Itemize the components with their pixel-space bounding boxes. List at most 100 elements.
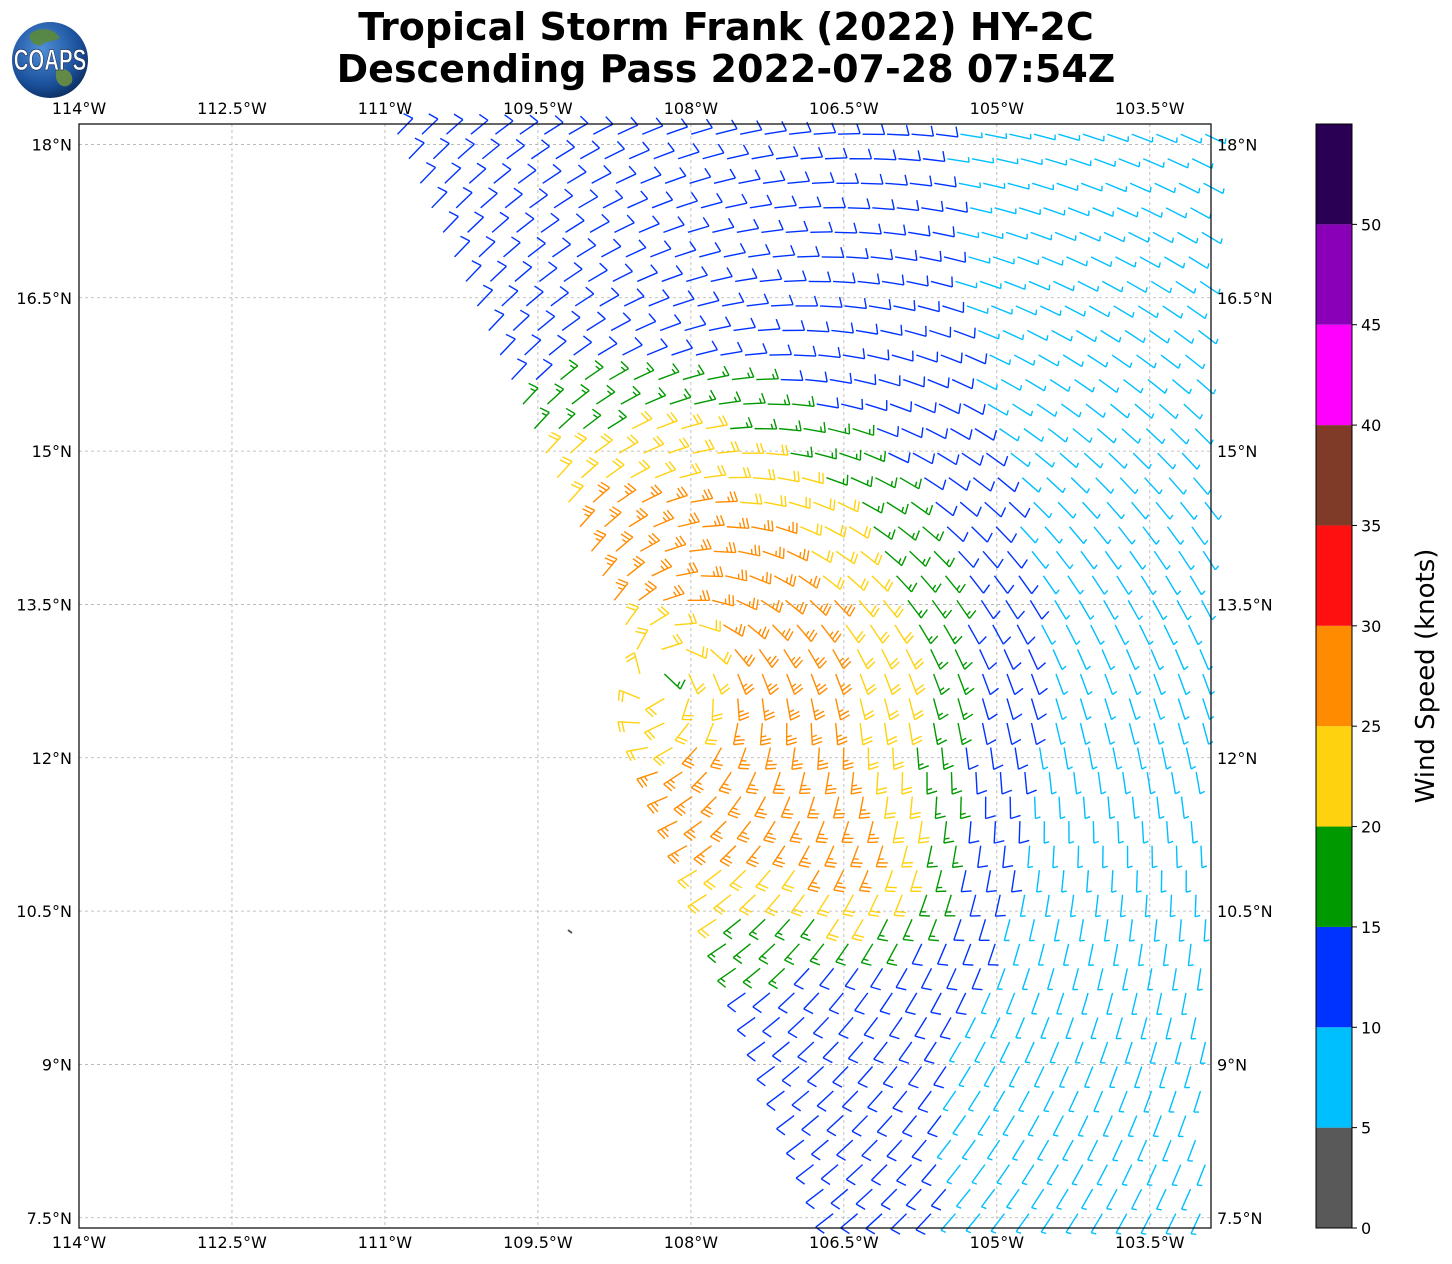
wind-barb	[754, 418, 778, 430]
wind-barb	[850, 772, 862, 795]
wind-barb	[752, 468, 776, 481]
wind-barb	[1009, 133, 1032, 140]
wind-barb	[1043, 821, 1050, 844]
wind-barb	[1204, 133, 1227, 145]
wind-barb	[984, 501, 1007, 518]
wind-barb	[755, 869, 771, 892]
wind-barb	[1119, 477, 1139, 495]
wind-barb	[1059, 452, 1080, 469]
wind-barb	[857, 273, 881, 285]
lat-tick-label: 9°N	[1217, 1055, 1247, 1074]
lat-ticks-right: 18°N 16.5°N 15°N 13.5°N 12°N 10.5°N 9°N 7.5°N	[1217, 135, 1273, 1227]
wind-barb	[573, 335, 593, 356]
wind-barb	[594, 433, 613, 454]
wind-barb	[873, 1041, 888, 1064]
wind-barb	[1147, 968, 1153, 991]
wind-barb	[942, 302, 965, 314]
wind-barb	[974, 1041, 986, 1064]
wind-barb	[790, 894, 805, 917]
wind-barb	[1031, 550, 1050, 569]
wind-barb	[565, 213, 585, 233]
wind-barb	[493, 163, 512, 184]
wind-barb	[1063, 747, 1073, 770]
wind-barb	[1131, 133, 1154, 143]
wind-barb	[909, 175, 933, 187]
wind-barb	[845, 624, 866, 644]
wind-barb	[867, 1090, 883, 1113]
wind-barb	[666, 486, 689, 503]
wind-barb	[1025, 378, 1047, 392]
wind-barb	[652, 746, 673, 767]
wind-barb	[681, 747, 698, 769]
wind-barb	[971, 526, 993, 543]
wind-barb	[972, 477, 996, 492]
wind-barb	[1072, 428, 1093, 444]
wind-barb	[533, 407, 550, 430]
wind-barb	[1094, 158, 1116, 167]
wind-barb	[677, 142, 700, 160]
wind-barb	[1194, 894, 1201, 918]
wind-barb	[801, 472, 824, 485]
wind-barb	[901, 845, 914, 868]
wind-barb	[1018, 821, 1030, 844]
wind-barb	[1005, 1188, 1020, 1210]
wind-barb	[579, 140, 601, 160]
wind-barb	[685, 646, 709, 660]
wind-barb	[1049, 1041, 1060, 1064]
wind-barb	[1190, 1213, 1201, 1236]
wind-barb	[1143, 1090, 1153, 1113]
wind-barb	[650, 240, 672, 258]
wind-barb	[835, 673, 853, 696]
wind-barb	[1112, 1139, 1123, 1162]
wind-barb	[936, 1139, 952, 1160]
wind-barb	[992, 256, 1015, 265]
wind-barb	[631, 410, 653, 430]
wind-barb	[1009, 796, 1021, 820]
map-frame	[78, 123, 1212, 1229]
wind-barb	[771, 624, 794, 642]
wind-barb	[812, 1016, 830, 1039]
wind-barb	[467, 211, 485, 233]
wind-barb	[810, 722, 823, 746]
wind-barb	[535, 358, 553, 381]
wind-barb	[553, 188, 574, 209]
wind-barb	[574, 286, 595, 307]
wind-barb	[769, 344, 793, 356]
wind-barb	[798, 845, 812, 868]
wind-barb	[821, 247, 845, 258]
wind-barb	[866, 820, 880, 844]
wind-barb	[1021, 968, 1031, 991]
wind-barb	[835, 943, 849, 966]
wind-barb	[954, 649, 973, 670]
wind-barb	[959, 501, 982, 517]
wind-barb	[1187, 1139, 1197, 1162]
wind-barb	[952, 1115, 967, 1136]
wind-barb	[826, 474, 849, 486]
wind-barb	[576, 237, 597, 258]
wind-barb	[896, 1164, 913, 1186]
wind-barb	[797, 246, 820, 258]
wind-barb	[1171, 771, 1181, 795]
wind-barb	[586, 311, 606, 332]
wind-barb	[555, 139, 576, 160]
wind-barb	[1065, 624, 1081, 645]
wind-barb	[1093, 1090, 1104, 1113]
wind-barb	[527, 236, 546, 258]
wind-barb	[871, 575, 894, 592]
wind-barb	[1168, 477, 1187, 495]
wind-barb	[1156, 796, 1165, 820]
wind-barb	[1082, 501, 1101, 519]
wind-barb	[628, 507, 649, 528]
wind-barb	[806, 321, 830, 333]
wind-barb	[584, 360, 604, 381]
wind-barb	[860, 943, 874, 966]
wind-barb	[1090, 1017, 1099, 1040]
wind-barb	[1105, 182, 1128, 193]
wind-barb	[850, 476, 874, 488]
wind-barb	[886, 1139, 903, 1162]
wind-barb	[1003, 649, 1022, 670]
wind-barb	[835, 698, 851, 721]
wind-barb	[545, 431, 562, 454]
wind-barb	[976, 378, 998, 391]
wind-barb	[980, 1188, 996, 1210]
